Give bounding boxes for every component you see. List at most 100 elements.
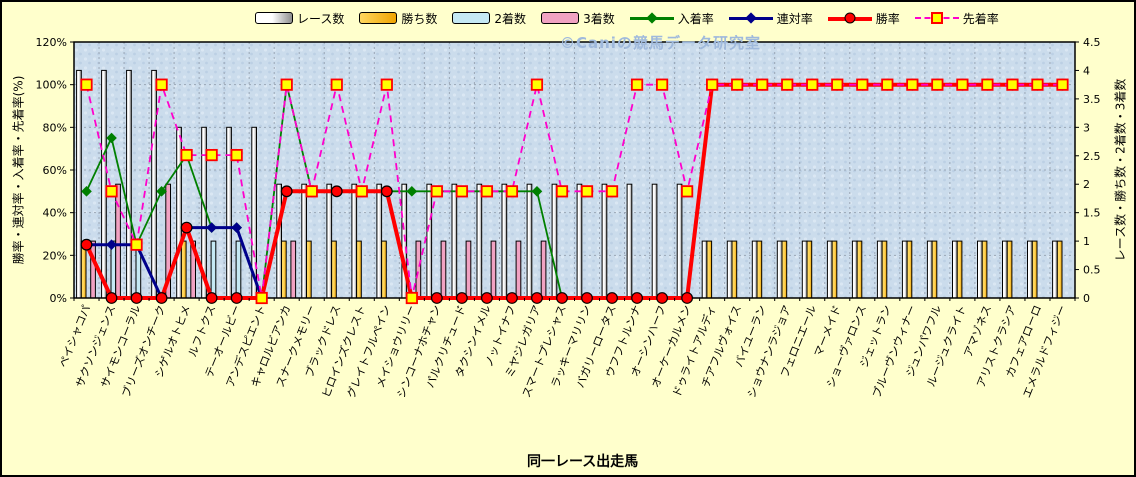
先着率-marker	[1006, 78, 1019, 91]
先着率-marker	[906, 78, 919, 91]
勝率-marker	[481, 292, 493, 304]
legend-label: 連対率	[776, 11, 813, 26]
legend-label: レース数	[297, 11, 345, 26]
bar-勝ち数	[931, 240, 938, 299]
legend-item-勝ち数: 勝ち数	[359, 10, 437, 27]
連対率-marker	[106, 239, 117, 250]
bar-レース数	[876, 240, 883, 299]
bar-勝ち数	[756, 240, 763, 299]
勝率-marker	[606, 292, 618, 304]
bar-勝ち数	[881, 240, 888, 299]
bar-レース数	[701, 240, 708, 299]
y-left-axis-title: 勝率・連対率・入着率・先着率(%)	[11, 75, 26, 265]
legend-swatch-2着数	[452, 12, 491, 24]
先着率-marker	[280, 78, 293, 91]
legend-swatch-3着数	[541, 12, 580, 24]
legend-label: 3着数	[583, 11, 615, 26]
先着率-marker	[731, 78, 744, 91]
連対率-marker	[206, 222, 217, 233]
bar-レース数	[526, 183, 533, 299]
watermark: ©Caniの競馬データ研究室	[560, 34, 761, 52]
bar-レース数	[977, 240, 983, 299]
legend-item-先着率: 先着率	[914, 10, 999, 27]
axis-ticks: 0% 20% 40% 60% 80% 100% 120% 0 0.5 1 1.5 2 2.5 3 3.5 4 4…	[36, 36, 1101, 305]
bar-レース数	[676, 183, 683, 299]
先着率-marker	[831, 78, 844, 91]
bar-勝ち数	[281, 240, 287, 299]
勝率-marker	[455, 292, 468, 304]
先着率-marker	[856, 78, 869, 91]
bar-レース数	[451, 183, 458, 299]
先着率-marker	[706, 78, 719, 91]
y-right-tick-label: 3	[1083, 121, 1090, 134]
勝率-marker	[681, 292, 694, 304]
legend-label: 先着率	[962, 11, 999, 26]
先着率-marker	[881, 78, 894, 91]
先着率-marker	[931, 78, 944, 91]
bar-勝ち数	[180, 240, 187, 299]
bar-レース数	[301, 183, 307, 299]
入着率-marker	[156, 186, 167, 197]
入着率-marker	[106, 132, 117, 144]
入着率-marker	[406, 186, 418, 197]
square-marker-icon	[930, 12, 943, 24]
先着率-marker	[230, 148, 243, 162]
bar-レース数	[901, 240, 908, 299]
勝率-marker	[105, 292, 118, 304]
bar-勝ち数	[731, 240, 738, 299]
bar-レース数	[826, 240, 833, 299]
bar-2着数	[235, 240, 242, 299]
legend-item-2着数: 2着数	[452, 10, 526, 27]
bar-レース数	[576, 183, 583, 299]
y-right-tick-label: 4	[1083, 64, 1090, 77]
勝率-marker	[581, 292, 593, 304]
bar-勝ち数	[1006, 240, 1013, 299]
y-right-tick-label: 1.5	[1083, 207, 1101, 220]
勝率-marker	[631, 292, 643, 304]
先着率-marker	[255, 291, 268, 305]
y-left-tick-label: 20%	[43, 249, 67, 262]
先着率-marker	[480, 185, 494, 198]
先着率-marker	[405, 291, 418, 305]
先着率-marker	[355, 185, 368, 198]
bar-レース数	[326, 183, 333, 299]
入着率-marker	[531, 186, 543, 197]
y-right-tick-label: 0	[1083, 292, 1090, 305]
line-path-先着率	[85, 83, 1063, 299]
bar-3着数	[515, 240, 522, 299]
legend-item-連対率: 連対率	[728, 10, 813, 27]
legend-label: 入着率	[677, 11, 714, 26]
bar-勝ち数	[1031, 240, 1038, 299]
chart-legend: レース数 勝ち数 2着数 3着数 入着率 連対率 勝率 先着率	[255, 9, 999, 27]
circle-marker-icon	[844, 12, 856, 24]
先着率-marker	[530, 78, 544, 91]
bar-3着数	[540, 240, 547, 299]
bar-2着数	[210, 240, 217, 299]
先着率-marker	[956, 78, 969, 91]
bar-勝ち数	[906, 240, 913, 299]
legend-item-入着率: 入着率	[629, 10, 714, 27]
bar-レース数	[101, 69, 107, 299]
bar-レース数	[476, 183, 483, 299]
先着率-marker	[756, 78, 769, 91]
勝率-marker	[155, 292, 168, 304]
先着率-marker	[630, 78, 644, 91]
bar-勝ち数	[956, 240, 963, 299]
先着率-marker	[330, 78, 343, 91]
legend-swatch-先着率	[914, 11, 959, 25]
先着率-marker	[505, 185, 519, 198]
y-right-tick-label: 3.5	[1083, 93, 1101, 106]
bar-勝ち数	[981, 240, 988, 299]
勝率-marker	[205, 292, 218, 304]
bar-勝ち数	[331, 240, 337, 299]
diamond-marker-icon	[745, 12, 757, 24]
bar-勝ち数	[1056, 240, 1063, 299]
先着率-marker	[981, 78, 994, 91]
勝率-marker	[80, 238, 93, 251]
勝率-marker	[330, 185, 343, 198]
勝率-marker	[556, 292, 568, 304]
先着率-marker	[1056, 78, 1069, 91]
y-left-tick-label: 120%	[36, 36, 67, 49]
legend-swatch-入着率	[629, 11, 674, 25]
bar-3着数	[465, 240, 472, 299]
